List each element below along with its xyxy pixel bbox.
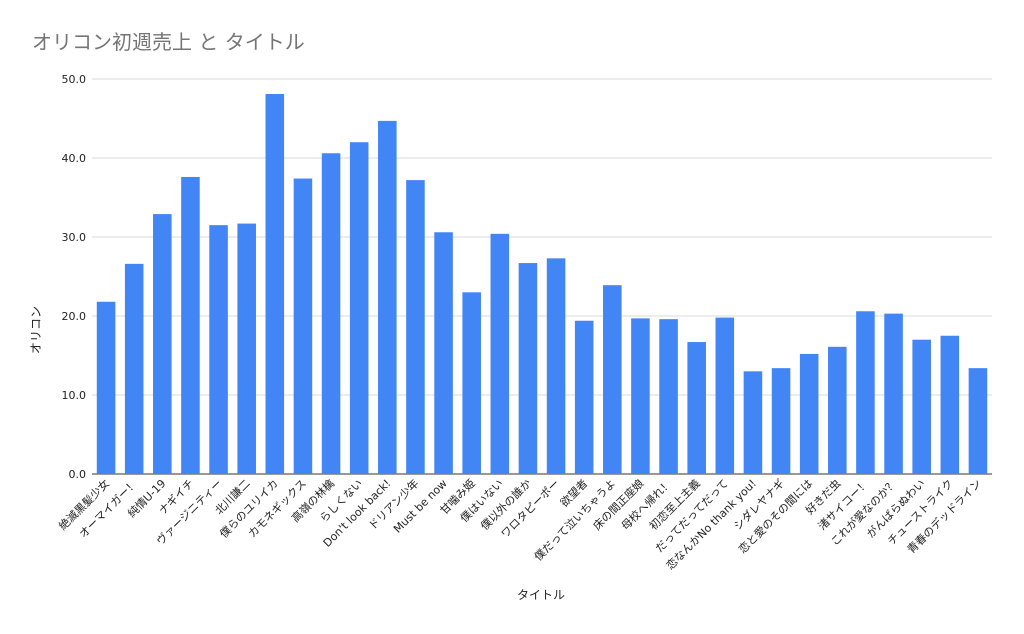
bar [884, 313, 903, 474]
bar [574, 320, 594, 474]
bar [771, 368, 791, 474]
y-tick-label: 20.0 [62, 310, 87, 323]
bar [209, 225, 228, 474]
bar [940, 335, 960, 474]
bar [912, 339, 931, 474]
bar [799, 353, 819, 474]
bar [828, 346, 847, 474]
x-axis-labels: 絶滅黒髪少女オーマイガー！純情U-19ナギイチヴァージニティー北川謙二僕らのユリ… [56, 476, 984, 572]
y-tick-label: 10.0 [62, 389, 87, 402]
bar [518, 263, 538, 474]
y-tick-label: 50.0 [62, 73, 87, 86]
bar [321, 153, 341, 474]
bar [406, 180, 425, 474]
bar [968, 368, 988, 474]
bar [490, 233, 510, 474]
y-axis-title: オリコン [29, 306, 43, 354]
bar [181, 176, 200, 474]
y-tick-label: 30.0 [62, 231, 87, 244]
bar [546, 258, 566, 474]
bar [631, 318, 650, 474]
bar [743, 371, 763, 474]
y-tick-label: 0.0 [69, 468, 87, 481]
bar [293, 178, 313, 475]
bar [856, 311, 875, 474]
x-axis-title: タイトル [517, 588, 565, 602]
bar [153, 214, 172, 474]
bar [124, 263, 144, 474]
bars [96, 94, 988, 475]
y-tick-label: 40.0 [62, 152, 87, 165]
bar [603, 285, 622, 474]
bar [378, 120, 397, 475]
bar [349, 142, 369, 474]
bar [434, 232, 453, 474]
y-axis-ticks: 0.0 10.0 20.0 30.0 40.0 50.0 [62, 73, 87, 481]
bar [715, 317, 735, 474]
chart-title: オリコン初週売上 と タイトル [32, 30, 305, 54]
bar [687, 342, 706, 474]
bar [237, 223, 256, 474]
bar [462, 292, 481, 474]
bar [659, 319, 678, 474]
bar [96, 301, 116, 474]
bar [265, 94, 285, 474]
